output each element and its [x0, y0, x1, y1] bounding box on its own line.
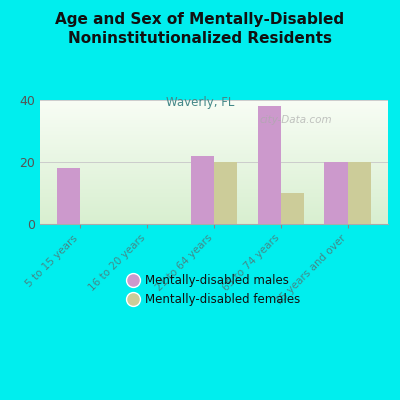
Bar [258, 106, 281, 224]
Bar [190, 156, 214, 224]
Legend: Mentally-disabled males, Mentally-disabled females: Mentally-disabled males, Mentally-disabl… [123, 270, 305, 311]
Bar [214, 162, 238, 224]
Bar [348, 162, 371, 224]
Text: city-Data.com: city-Data.com [259, 115, 332, 125]
Text: Age and Sex of Mentally-Disabled
Noninstitutionalized Residents: Age and Sex of Mentally-Disabled Noninst… [56, 12, 344, 46]
Bar [57, 168, 80, 224]
Bar [281, 193, 304, 224]
Bar [324, 162, 348, 224]
Text: Waverly, FL: Waverly, FL [166, 96, 234, 109]
